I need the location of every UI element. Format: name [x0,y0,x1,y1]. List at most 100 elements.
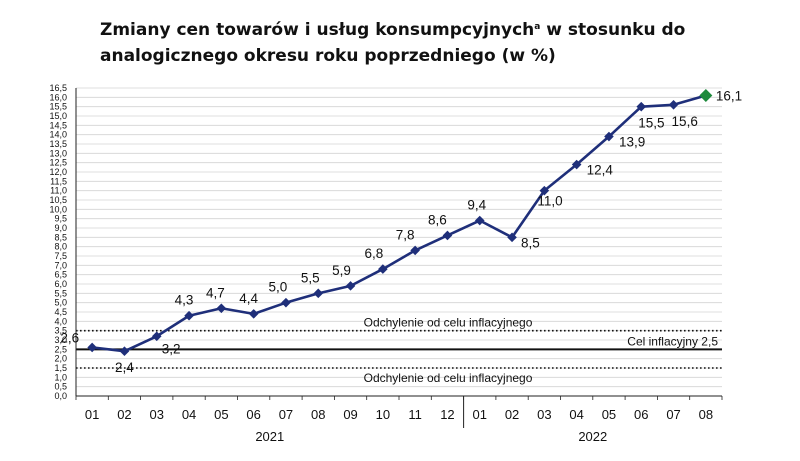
data-label: 16,1 [716,88,742,103]
x-tick-label: 01 [85,407,99,422]
x-tick-label: 05 [214,407,228,422]
y-tick-label: 2,5 [54,344,67,354]
year-label: 2021 [255,429,284,444]
data-point [151,331,162,342]
data-label: 15,6 [672,114,698,129]
y-tick-label: 5,0 [54,298,67,308]
data-point [87,342,97,353]
x-tick-label: 07 [279,407,293,422]
data-point [474,215,485,226]
year-label: 2022 [578,429,607,444]
y-tick-label: 16,5 [49,83,67,93]
lower-deviation-label: Odchylenie od celu inflacyjnego [364,371,533,385]
data-label: 13,9 [619,135,645,150]
x-tick-label: 05 [602,407,616,422]
y-tick-label: 6,5 [54,270,67,280]
data-point [442,230,453,241]
data-label: 4,7 [206,285,225,300]
y-tick-label: 7,5 [54,251,67,261]
x-axis-ticks: 01 02 03 04 05 06 07 08 09 10 11 12 2021 01 02 03 04 05 06… [85,396,713,444]
y-tick-label: 2,0 [54,354,67,364]
y-tick-label: 12,0 [49,167,67,177]
data-label: 5,5 [301,270,320,285]
data-point [281,297,291,308]
x-tick-label: 09 [343,407,357,422]
y-tick-label: 13,0 [49,148,67,158]
y-tick-label: 4,5 [54,307,67,317]
data-point [248,309,259,319]
data-label: 2,6 [60,330,79,345]
data-point [604,131,614,142]
y-tick-label: 11,0 [50,186,67,196]
data-point [571,159,582,170]
data-label: 4,3 [175,293,194,308]
y-tick-label: 9,0 [54,223,67,233]
x-tick-label: 08 [311,407,325,422]
y-tick-label: 7,0 [54,260,67,270]
x-tick-label: 06 [634,407,648,422]
y-tick-label: 6,0 [54,279,67,289]
data-point [313,288,324,299]
data-label: 7,8 [396,227,415,242]
y-tick-label: 0,5 [54,382,67,392]
x-tick-label: 01 [473,407,487,422]
data-point [636,101,647,112]
y-tick-label: 12,5 [49,158,67,168]
data-label: 12,4 [587,163,614,178]
y-tick-label: 1,0 [54,372,67,382]
y-tick-label: 1,5 [54,363,67,373]
data-point [345,281,356,291]
data-label: 8,5 [521,235,540,250]
data-point [699,88,713,102]
data-label: 5,0 [269,280,288,295]
data-point [119,346,130,356]
grid [76,87,722,388]
y-tick-label: 14,0 [49,130,67,140]
upper-deviation-label: Odchylenie od celu inflacyjnego [364,316,533,330]
series [87,88,713,356]
y-tick-label: 3,5 [54,326,67,336]
data-point [668,100,679,110]
x-tick-label: 06 [246,407,260,422]
data-label: 5,9 [332,263,351,278]
y-tick-label: 11,5 [50,176,67,186]
data-label: 6,8 [364,246,383,261]
data-label: 4,4 [239,291,258,306]
chart-title: Zmiany cen towarów i usług konsumpcyjnyc… [100,14,780,69]
data-labels: 2,6 2,4 3,2 4,3 4,7 4,4 5,0 5,5 5,9 6,8 7,8 8,6 9,4 8… [60,88,742,375]
x-tick-label: 04 [569,407,583,422]
data-label: 2,4 [115,360,134,375]
y-tick-label: 3,0 [54,335,67,345]
y-tick-label: 15,5 [49,102,67,112]
data-point [410,245,420,256]
x-tick-label: 02 [505,407,519,422]
x-tick-label: 11 [408,407,422,422]
x-tick-label: 12 [440,407,454,422]
x-tick-label: 08 [699,407,713,422]
data-label: 15,5 [638,116,664,131]
y-tick-label: 4,0 [54,316,67,326]
chart-title-main: Zmiany cen towarów i usług konsumpcyjnyc… [100,20,535,40]
data-label: 11,0 [537,194,562,209]
data-point [378,264,388,274]
data-point [216,303,227,314]
reference-lines: Cel inflacyjny 2,5 Odchylenie od celu inf… [76,316,722,385]
y-tick-label: 8,5 [54,232,67,242]
inflation-target-label: Cel inflacyjny 2,5 [627,334,718,348]
x-tick-label: 02 [117,407,131,422]
chart-title-rest: w stosunku do analogicznego okresu roku … [100,20,686,66]
y-tick-label: 16,0 [49,92,67,102]
y-tick-label: 15,0 [49,111,67,121]
y-tick-label: 8,0 [54,242,67,252]
y-tick-label: 13,5 [49,139,67,149]
x-tick-label: 10 [376,407,390,422]
y-tick-label: 10,0 [49,204,67,214]
data-point [184,310,194,321]
data-label: 3,2 [162,341,181,356]
x-tick-label: 03 [150,407,164,422]
y-tick-label: 5,5 [54,288,67,298]
y-tick-label: 14,5 [49,120,67,130]
data-label: 8,6 [428,212,447,227]
chart-title-footnote-mark: a [534,22,541,32]
